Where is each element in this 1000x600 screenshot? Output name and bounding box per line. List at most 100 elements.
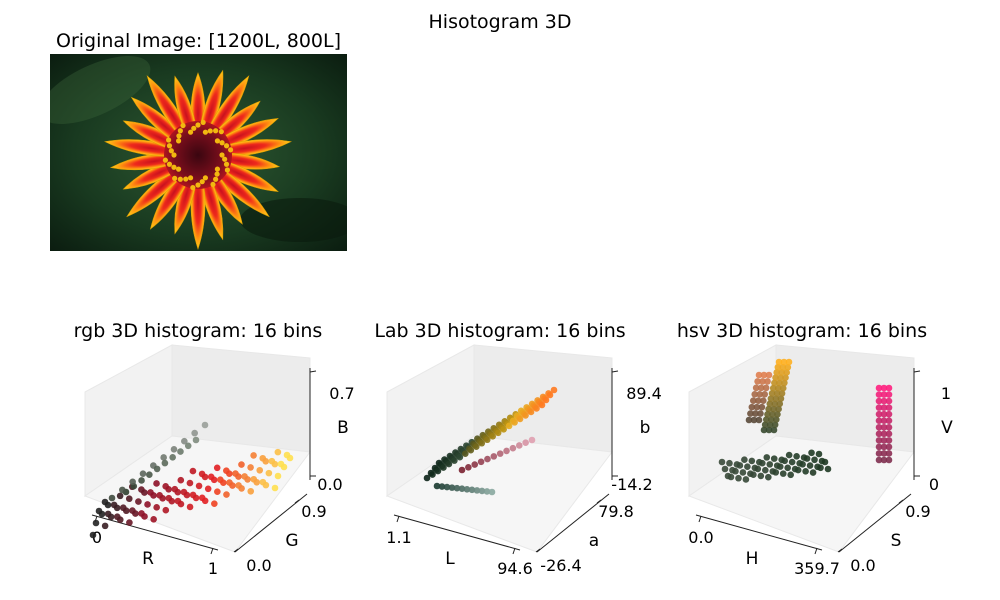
y-tick-label: -26.4 (540, 556, 581, 575)
histogram-point (226, 479, 233, 486)
histogram-point (885, 450, 893, 457)
histogram-point (776, 379, 783, 387)
x-tick-label: 1 (208, 559, 218, 578)
histogram-point (440, 464, 447, 471)
histogram-point (755, 416, 763, 424)
histogram-point (423, 474, 431, 482)
histogram-point (144, 501, 151, 508)
histogram-point (153, 480, 160, 487)
histogram-point (223, 467, 230, 474)
histogram-point (483, 488, 491, 495)
histogram-point (211, 500, 218, 507)
histogram-point (770, 426, 778, 434)
histogram-point (161, 459, 169, 467)
histogram-point (438, 483, 446, 490)
histogram-point (511, 419, 518, 426)
histogram-point (125, 495, 133, 503)
histogram-point (808, 449, 815, 457)
stamen (175, 138, 182, 144)
histogram-point (113, 513, 121, 521)
histogram-point (213, 464, 221, 472)
lab-histogram-panel: Lab 3D histogram: 16 bins 1.1 94.6 L -26.4 7… (374, 320, 661, 578)
histogram-point (748, 457, 756, 465)
histogram-point (448, 484, 456, 491)
histogram-point (761, 421, 769, 429)
histogram-point (471, 461, 479, 468)
histogram-point (198, 470, 206, 478)
histogram-point (147, 489, 154, 496)
tick (814, 547, 818, 555)
histogram-point (763, 454, 771, 461)
histogram-point (732, 467, 739, 475)
y-axis-line (536, 493, 610, 553)
tick (611, 370, 619, 373)
stamen (195, 182, 201, 188)
flower-stamens (162, 119, 234, 191)
y-axis-line (234, 493, 308, 553)
histogram-point (758, 403, 766, 411)
histogram-point (235, 482, 242, 489)
stamen (213, 176, 219, 182)
histogram-point (271, 484, 279, 492)
histogram-point (119, 504, 127, 512)
histogram-point (764, 378, 771, 385)
histogram-point (757, 384, 765, 392)
stamen (176, 133, 182, 139)
z-axis-label: V (941, 418, 953, 438)
histogram-point (806, 462, 814, 469)
histogram-point (522, 412, 529, 419)
histogram-point (880, 410, 888, 418)
histogram-point (885, 404, 893, 411)
histogram-point (192, 436, 200, 444)
histogram-point (527, 408, 535, 416)
histogram-point (473, 487, 481, 494)
histogram-point (546, 391, 554, 399)
histogram-point (169, 454, 176, 461)
stamen (171, 152, 177, 158)
histogram-point (880, 456, 888, 464)
histogram-point (875, 384, 883, 392)
histogram-point (793, 453, 800, 460)
histogram-point (750, 471, 757, 478)
histogram-point (752, 384, 760, 392)
histogram-point (250, 475, 258, 483)
image-title: Original Image: [1200L, 800L] (56, 30, 341, 52)
histogram-point (214, 488, 221, 495)
z-tick-label: 89.4 (626, 384, 662, 403)
stamen (202, 175, 209, 181)
y-tick-label: 0.9 (905, 502, 930, 521)
histogram-point (146, 471, 153, 478)
histogram-point (885, 430, 893, 438)
histogram-point (880, 450, 888, 457)
histogram-point (505, 422, 513, 430)
histogram-point (785, 358, 793, 366)
histogram-point (180, 488, 188, 496)
histogram-point (463, 485, 471, 493)
stamen (223, 161, 230, 167)
hsv-histogram-panel: hsv 3D histogram: 16 bins 0.0 359.7 H 0.0 0.… (677, 320, 953, 578)
histogram-point (885, 417, 893, 425)
rgb-title: rgb 3D histogram: 16 bins (74, 320, 323, 342)
histogram-point (880, 384, 888, 392)
histogram-point (135, 498, 142, 505)
histogram-point (880, 443, 888, 451)
histogram-point (770, 455, 778, 462)
histogram-point (875, 430, 883, 438)
histogram-point (503, 447, 510, 455)
histogram-point (104, 510, 112, 518)
stamen (214, 171, 220, 177)
x-tick-label: 94.6 (497, 559, 533, 578)
stamen (165, 137, 172, 143)
histogram-point (138, 486, 145, 493)
histogram-point (824, 465, 832, 473)
x-axis-line (695, 514, 823, 551)
histogram-point (781, 379, 788, 387)
histogram-point (478, 487, 486, 495)
histogram-point (736, 462, 744, 469)
histogram-point (762, 466, 769, 474)
histogram-point (162, 483, 169, 490)
histogram-point (885, 423, 893, 431)
histogram-point (742, 476, 750, 483)
tick (596, 499, 602, 504)
histogram-point (472, 443, 480, 451)
